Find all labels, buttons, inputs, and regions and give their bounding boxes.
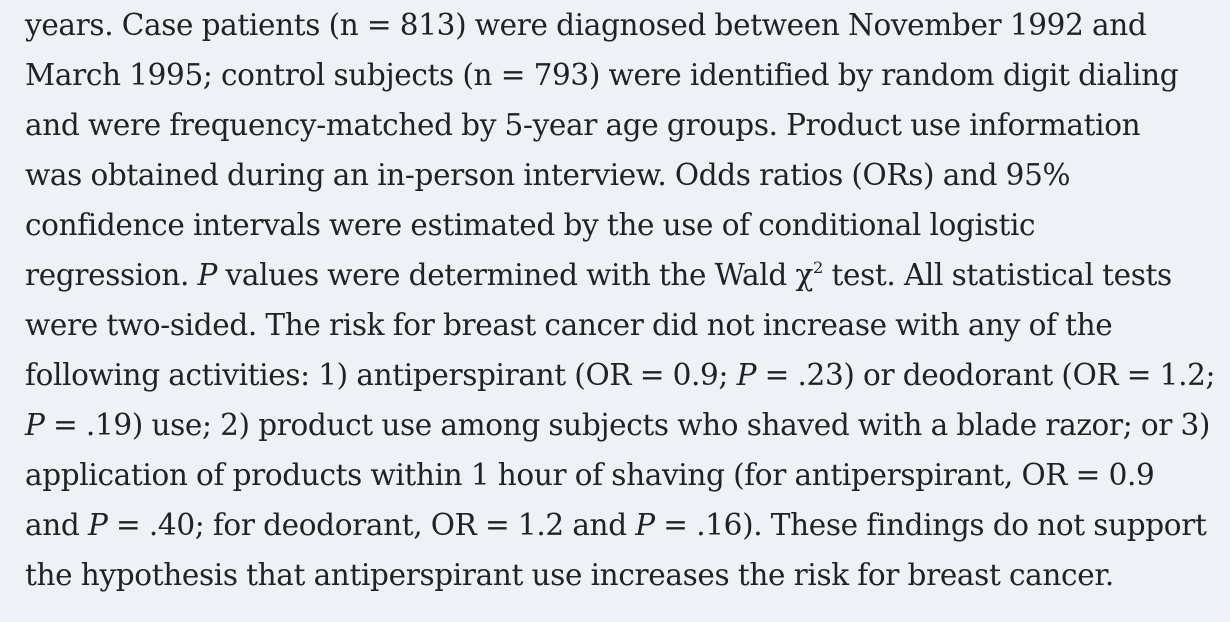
text-segment: March 1995; control subjects (n = 793) w… [25,58,1179,92]
text-line: regression. P values were determined wit… [25,250,1172,300]
text-segment: test. All statistical tests [822,258,1172,292]
text-line: P = .19) use; 2) product use among subje… [25,400,1210,450]
text-segment: and [25,508,88,542]
text-segment: values were determined with the Wald χ [217,258,814,292]
text-segment: the hypothesis that antiperspirant use i… [25,558,1114,592]
p-value-symbol: P [736,358,757,392]
text-segment: and were frequency-matched by 5-year age… [25,108,1141,142]
p-value-symbol: P [197,258,218,292]
p-value-symbol: P [635,508,655,542]
text-segment: was obtained during an in-person intervi… [25,158,1071,192]
text-segment: confidence intervals were estimated by t… [25,208,1036,242]
text-line: were two-sided. The risk for breast canc… [25,300,1113,350]
text-line: and P = .40; for deodorant, OR = 1.2 and… [25,500,1207,550]
text-line: application of products within 1 hour of… [25,450,1155,500]
text-line: March 1995; control subjects (n = 793) w… [25,50,1179,100]
superscript: 2 [812,257,823,277]
text-segment: = .23) or deodorant (OR = 1.2; [756,358,1216,392]
text-segment: application of products within 1 hour of… [25,458,1155,492]
text-segment: were two-sided. The risk for breast canc… [25,308,1113,342]
text-segment: = .16). These findings do not support [654,508,1207,542]
text-line: years. Case patients (n = 813) were diag… [25,0,1147,50]
p-value-symbol: P [25,408,45,442]
text-line: confidence intervals were estimated by t… [25,200,1036,250]
text-segment: years. Case patients (n = 813) were diag… [25,8,1147,42]
p-value-symbol: P [87,508,108,542]
text-line: the hypothesis that antiperspirant use i… [25,550,1114,600]
text-segment: = .40; for deodorant, OR = 1.2 and [107,508,636,542]
text-segment: regression. [25,258,198,292]
text-line: and were frequency-matched by 5-year age… [25,100,1141,150]
text-segment: following activities: 1) antiperspirant … [25,358,737,392]
text-line: following activities: 1) antiperspirant … [25,350,1215,400]
text-line: was obtained during an in-person intervi… [25,150,1071,200]
text-segment: = .19) use; 2) product use among subject… [44,408,1211,442]
